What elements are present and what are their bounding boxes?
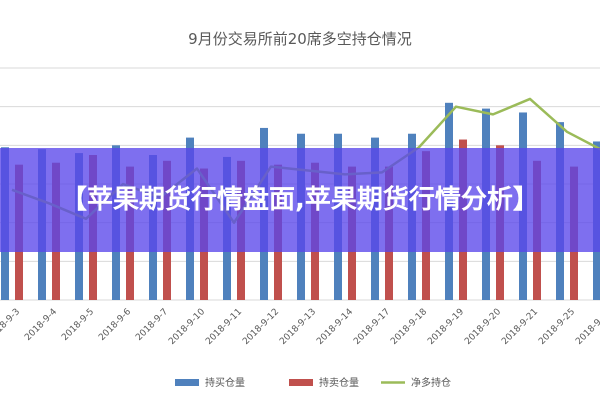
x-axis-tick-labels: 2018-9-3 2018-9-4 2018-9-5 2018-9-6 2018-9-7… <box>0 307 600 347</box>
legend-label: 持买仓量 <box>205 376 245 389</box>
x-tick-label: 2018-9-18 <box>389 307 429 347</box>
legend-label: 净多持仓 <box>411 376 451 389</box>
x-tick-label: 2018-9-20 <box>463 307 503 347</box>
x-tick-label: 2018-9-7 <box>134 307 170 343</box>
legend: 持买仓量 持卖仓量 净多持仓 <box>175 376 451 389</box>
x-tick-label: 2018-9-19 <box>426 307 466 347</box>
legend-label: 持卖仓量 <box>319 376 359 389</box>
x-tick-label: 2018-9-26 <box>574 307 600 347</box>
legend-swatch <box>175 379 199 386</box>
x-tick-label: 2018-9-17 <box>352 307 392 347</box>
x-tick-label: 2018-9-21 <box>500 307 540 347</box>
x-tick-label: 2018-9-11 <box>204 307 244 347</box>
x-tick-label: 2018-9-4 <box>23 307 59 343</box>
legend-swatch <box>289 379 313 386</box>
x-tick-label: 2018-9-5 <box>60 307 96 343</box>
headline-text: 【苹果期货行情盘面,苹果期货行情分析】 <box>61 185 539 215</box>
x-tick-label: 2018-9-14 <box>315 307 355 347</box>
x-tick-label: 2018-9-3 <box>0 307 22 343</box>
x-tick-label: 2018-9-6 <box>97 307 133 343</box>
x-tick-label: 2018-9-10 <box>167 307 207 347</box>
x-tick-label: 2018-9-25 <box>537 307 577 347</box>
headline-banner: 【苹果期货行情盘面,苹果期货行情分析】 <box>0 148 600 252</box>
chart-title: 9月份交易所前20席多空持仓情况 <box>188 30 412 48</box>
x-tick-label: 2018-9-12 <box>241 307 281 347</box>
x-tick-label: 2018-9-13 <box>278 307 318 347</box>
